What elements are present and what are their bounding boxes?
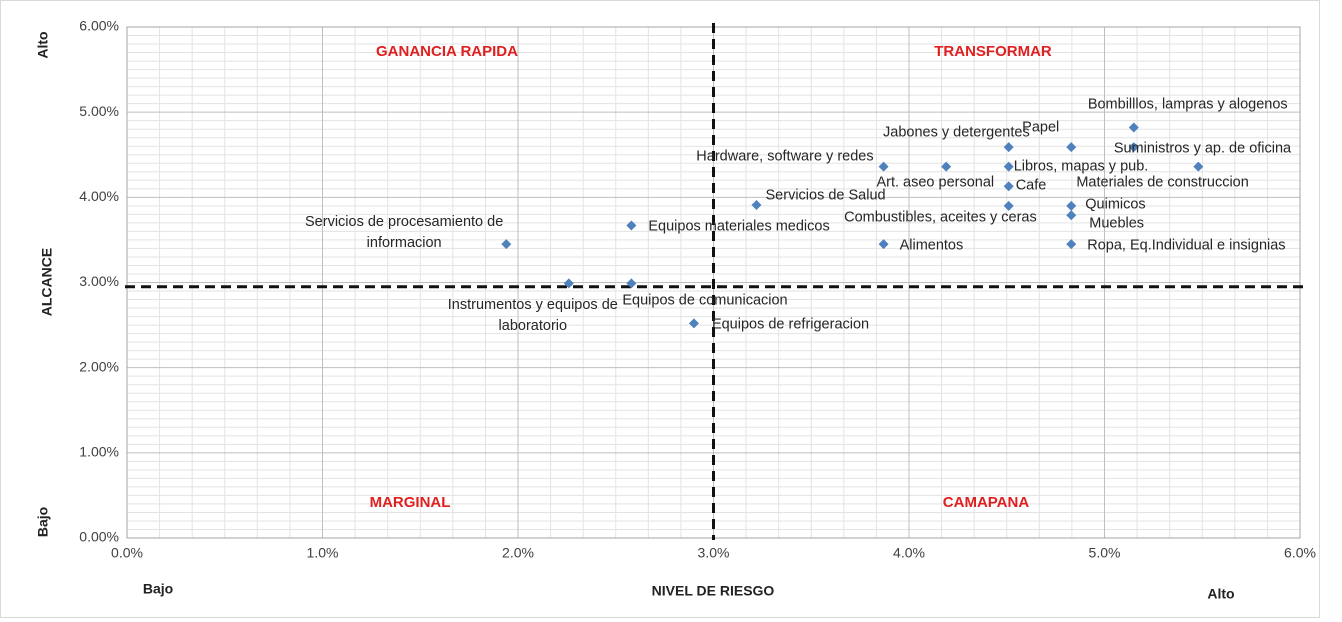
y-tick-label: 4.00% bbox=[79, 188, 119, 204]
point-label: Ropa, Eq.Individual e insignias bbox=[1087, 237, 1286, 254]
point-label: Equipos de comunicacion bbox=[622, 292, 788, 309]
point-label: Muebles bbox=[1089, 215, 1145, 232]
y-low-label: Bajo bbox=[35, 507, 51, 537]
point-label: Quimicos bbox=[1085, 196, 1146, 213]
point bbox=[1003, 142, 1014, 153]
x-low-label: Bajo bbox=[143, 581, 173, 597]
point bbox=[1003, 181, 1014, 192]
point bbox=[1066, 239, 1077, 250]
point bbox=[626, 220, 637, 231]
point-label: Bombilllos, lampras y alogenos bbox=[1087, 96, 1288, 113]
point bbox=[563, 278, 574, 289]
point bbox=[501, 239, 512, 250]
point bbox=[878, 239, 889, 250]
point bbox=[688, 318, 699, 329]
point-label: Instrumentos y equipos de laboratorio bbox=[447, 297, 618, 335]
plot: 0.0% 1.0% 2.0% 3.0% 4.0% 5.0% 6.0% 0.00% 1.00% 2.… bbox=[79, 18, 1316, 561]
y-tick-label: 6.00% bbox=[79, 18, 119, 34]
point-label: Combustibles, aceites y ceras bbox=[844, 209, 1037, 226]
point bbox=[1003, 200, 1014, 211]
point-label: Equipos materiales medicos bbox=[648, 218, 830, 235]
point-label: Cafe bbox=[1015, 177, 1047, 194]
x-high-label: Alto bbox=[1207, 586, 1234, 602]
y-axis-title: ALCANCE bbox=[39, 248, 55, 316]
y-tick-label: 1.00% bbox=[79, 444, 119, 460]
point-label: Libros, mapas y pub. bbox=[1013, 158, 1149, 175]
point bbox=[1193, 161, 1204, 172]
point-label: Servicios de procesamiento de informacio… bbox=[305, 214, 504, 252]
point bbox=[1128, 142, 1139, 153]
quadrant-label: TRANSFORMAR bbox=[934, 43, 1052, 60]
y-tick-label: 3.00% bbox=[79, 273, 119, 289]
quadrant-label: MARGINAL bbox=[370, 494, 451, 511]
point bbox=[1003, 161, 1014, 172]
point-label: Hardware, software y redes bbox=[696, 148, 874, 165]
point-label: Servicios de Salud bbox=[765, 187, 886, 204]
x-tick-label: 6.0% bbox=[1284, 545, 1316, 561]
x-tick-label: 1.0% bbox=[307, 545, 339, 561]
x-tick-label: 0.0% bbox=[111, 545, 143, 561]
point-label: Materiales de construccion bbox=[1076, 174, 1249, 191]
y-high-label: Alto bbox=[35, 31, 51, 58]
quadrant-label: CAMAPANA bbox=[943, 494, 1030, 511]
y-tick-label: 2.00% bbox=[79, 358, 119, 374]
point-label: Alimentos bbox=[899, 237, 964, 254]
x-tick-label: 3.0% bbox=[698, 545, 730, 561]
point bbox=[878, 161, 889, 172]
point bbox=[1066, 142, 1077, 153]
point-label: Jabones y detergentes bbox=[883, 124, 1030, 141]
point-label: Papel bbox=[1022, 119, 1060, 136]
point bbox=[1066, 210, 1077, 221]
point bbox=[751, 199, 762, 210]
x-tick-label: 2.0% bbox=[502, 545, 534, 561]
point bbox=[626, 278, 637, 289]
point bbox=[1128, 122, 1139, 133]
point bbox=[1066, 200, 1077, 211]
y-tick-label: 5.00% bbox=[79, 103, 119, 119]
x-tick-label: 4.0% bbox=[893, 545, 925, 561]
y-tick-label: 0.00% bbox=[79, 529, 119, 545]
point-label: Art. aseo personal bbox=[876, 174, 995, 191]
x-axis-title: NIVEL DE RIESGO bbox=[652, 583, 775, 599]
x-tick-label: 5.0% bbox=[1089, 545, 1121, 561]
quadrant-label: GANANCIA RAPIDA bbox=[376, 43, 518, 60]
point-label: Equipos de refrigeracion bbox=[711, 316, 870, 333]
point bbox=[941, 161, 952, 172]
point-label: Suministros y ap. de oficina bbox=[1113, 140, 1292, 157]
